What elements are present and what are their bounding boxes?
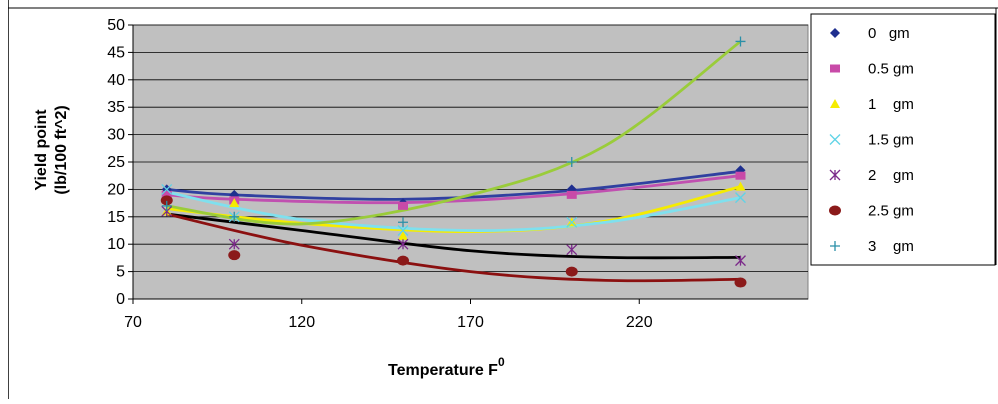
data-point-series-4 xyxy=(735,255,746,267)
x-axis-title-superscript: 0 xyxy=(498,355,505,369)
data-point-series-2 xyxy=(735,181,746,191)
data-point-series-6 xyxy=(566,157,577,167)
data-point-series-1 xyxy=(566,190,577,199)
legend-label-1: 0.5 gm xyxy=(868,61,914,78)
data-point-series-6 xyxy=(161,200,172,211)
data-point-series-5 xyxy=(734,277,747,288)
x-tick-label: 70 xyxy=(124,314,142,331)
trendline-series-6 xyxy=(166,40,742,226)
data-point-series-6 xyxy=(735,36,746,47)
data-point-series-5 xyxy=(160,195,173,206)
chart-frame: 0 5 10 15 20 25 30 35 40 45 50 70 120 170 220 Yield p… xyxy=(7,0,998,399)
data-point-series-4 xyxy=(397,238,409,250)
y-tick-label: 35 xyxy=(107,99,125,116)
y-axis-title-line2: (lb/100 ft^2) xyxy=(53,105,70,194)
data-point-series-2 xyxy=(398,230,408,240)
data-point-series-1 xyxy=(735,171,746,180)
y-tick-label: 0 xyxy=(116,291,125,308)
legend-box xyxy=(810,13,996,266)
legend-label-5: 2.5 gm xyxy=(868,203,914,220)
legend-label-0: 0 gm xyxy=(868,25,910,42)
legend-marker-4 xyxy=(829,169,841,181)
trendline-series-5 xyxy=(166,212,741,283)
legend-marker-5 xyxy=(829,205,841,216)
gridlines xyxy=(132,24,808,300)
legend-label-3: 1.5 gm xyxy=(868,132,914,149)
x-tick-label: 170 xyxy=(457,314,484,331)
data-points xyxy=(160,36,747,288)
y-tick-label: 25 xyxy=(107,154,125,171)
data-point-series-3 xyxy=(161,183,173,195)
data-point-series-4 xyxy=(566,244,578,256)
data-point-series-1 xyxy=(161,190,172,199)
data-point-series-1 xyxy=(398,201,408,210)
y-tick-label: 50 xyxy=(107,17,125,34)
data-point-series-3 xyxy=(566,216,578,228)
legend-marker-3 xyxy=(829,134,841,145)
legend-label-4: 2 gm xyxy=(868,167,914,184)
y-tick-label: 10 xyxy=(107,236,125,253)
legend-marker-1 xyxy=(830,64,840,73)
legend-label-6: 3 gm xyxy=(868,238,914,255)
y-tick-label: 30 xyxy=(107,127,125,144)
data-point-series-6 xyxy=(398,217,408,228)
x-axis-title: Temperature F0 xyxy=(388,355,505,379)
data-point-series-5 xyxy=(565,266,578,277)
yield-point-chart: 0 5 10 15 20 25 30 35 40 45 50 70 120 170 220 Yield p… xyxy=(7,0,998,399)
legend-marker-2 xyxy=(830,99,840,108)
data-point-series-3 xyxy=(397,225,409,236)
legend-label-2: 1 gm xyxy=(868,96,914,113)
y-tick-label: 5 xyxy=(116,264,125,281)
y-tick-label: 40 xyxy=(107,72,125,89)
y-tick-label: 45 xyxy=(107,44,125,61)
data-point-series-2 xyxy=(229,198,240,208)
trendline-series-3 xyxy=(166,190,741,232)
y-axis-title-line1: Yield point xyxy=(33,109,50,191)
data-point-series-5 xyxy=(397,255,409,266)
trendline-series-4 xyxy=(166,212,741,260)
data-point-series-5 xyxy=(228,250,241,261)
y-tick-label: 15 xyxy=(107,209,125,226)
data-point-series-6 xyxy=(229,211,240,222)
y-tick-label: 20 xyxy=(107,181,125,198)
x-tick-labels: 70 120 170 220 xyxy=(124,299,653,331)
x-axis-title-text: Temperature F xyxy=(388,362,498,379)
x-tick-label: 120 xyxy=(288,314,315,331)
data-point-series-4 xyxy=(228,238,240,250)
data-point-series-3 xyxy=(735,192,746,204)
legend-marker-6 xyxy=(830,241,840,251)
legend-marker-0 xyxy=(830,28,840,38)
x-tick-label: 220 xyxy=(626,314,653,331)
y-tick-labels: 0 5 10 15 20 25 30 35 40 45 50 xyxy=(107,17,133,308)
legend: 0 gm 0.5 gm 1 gm 1.5 gm 2 gm 2.5 gm 3 gm xyxy=(810,13,996,266)
